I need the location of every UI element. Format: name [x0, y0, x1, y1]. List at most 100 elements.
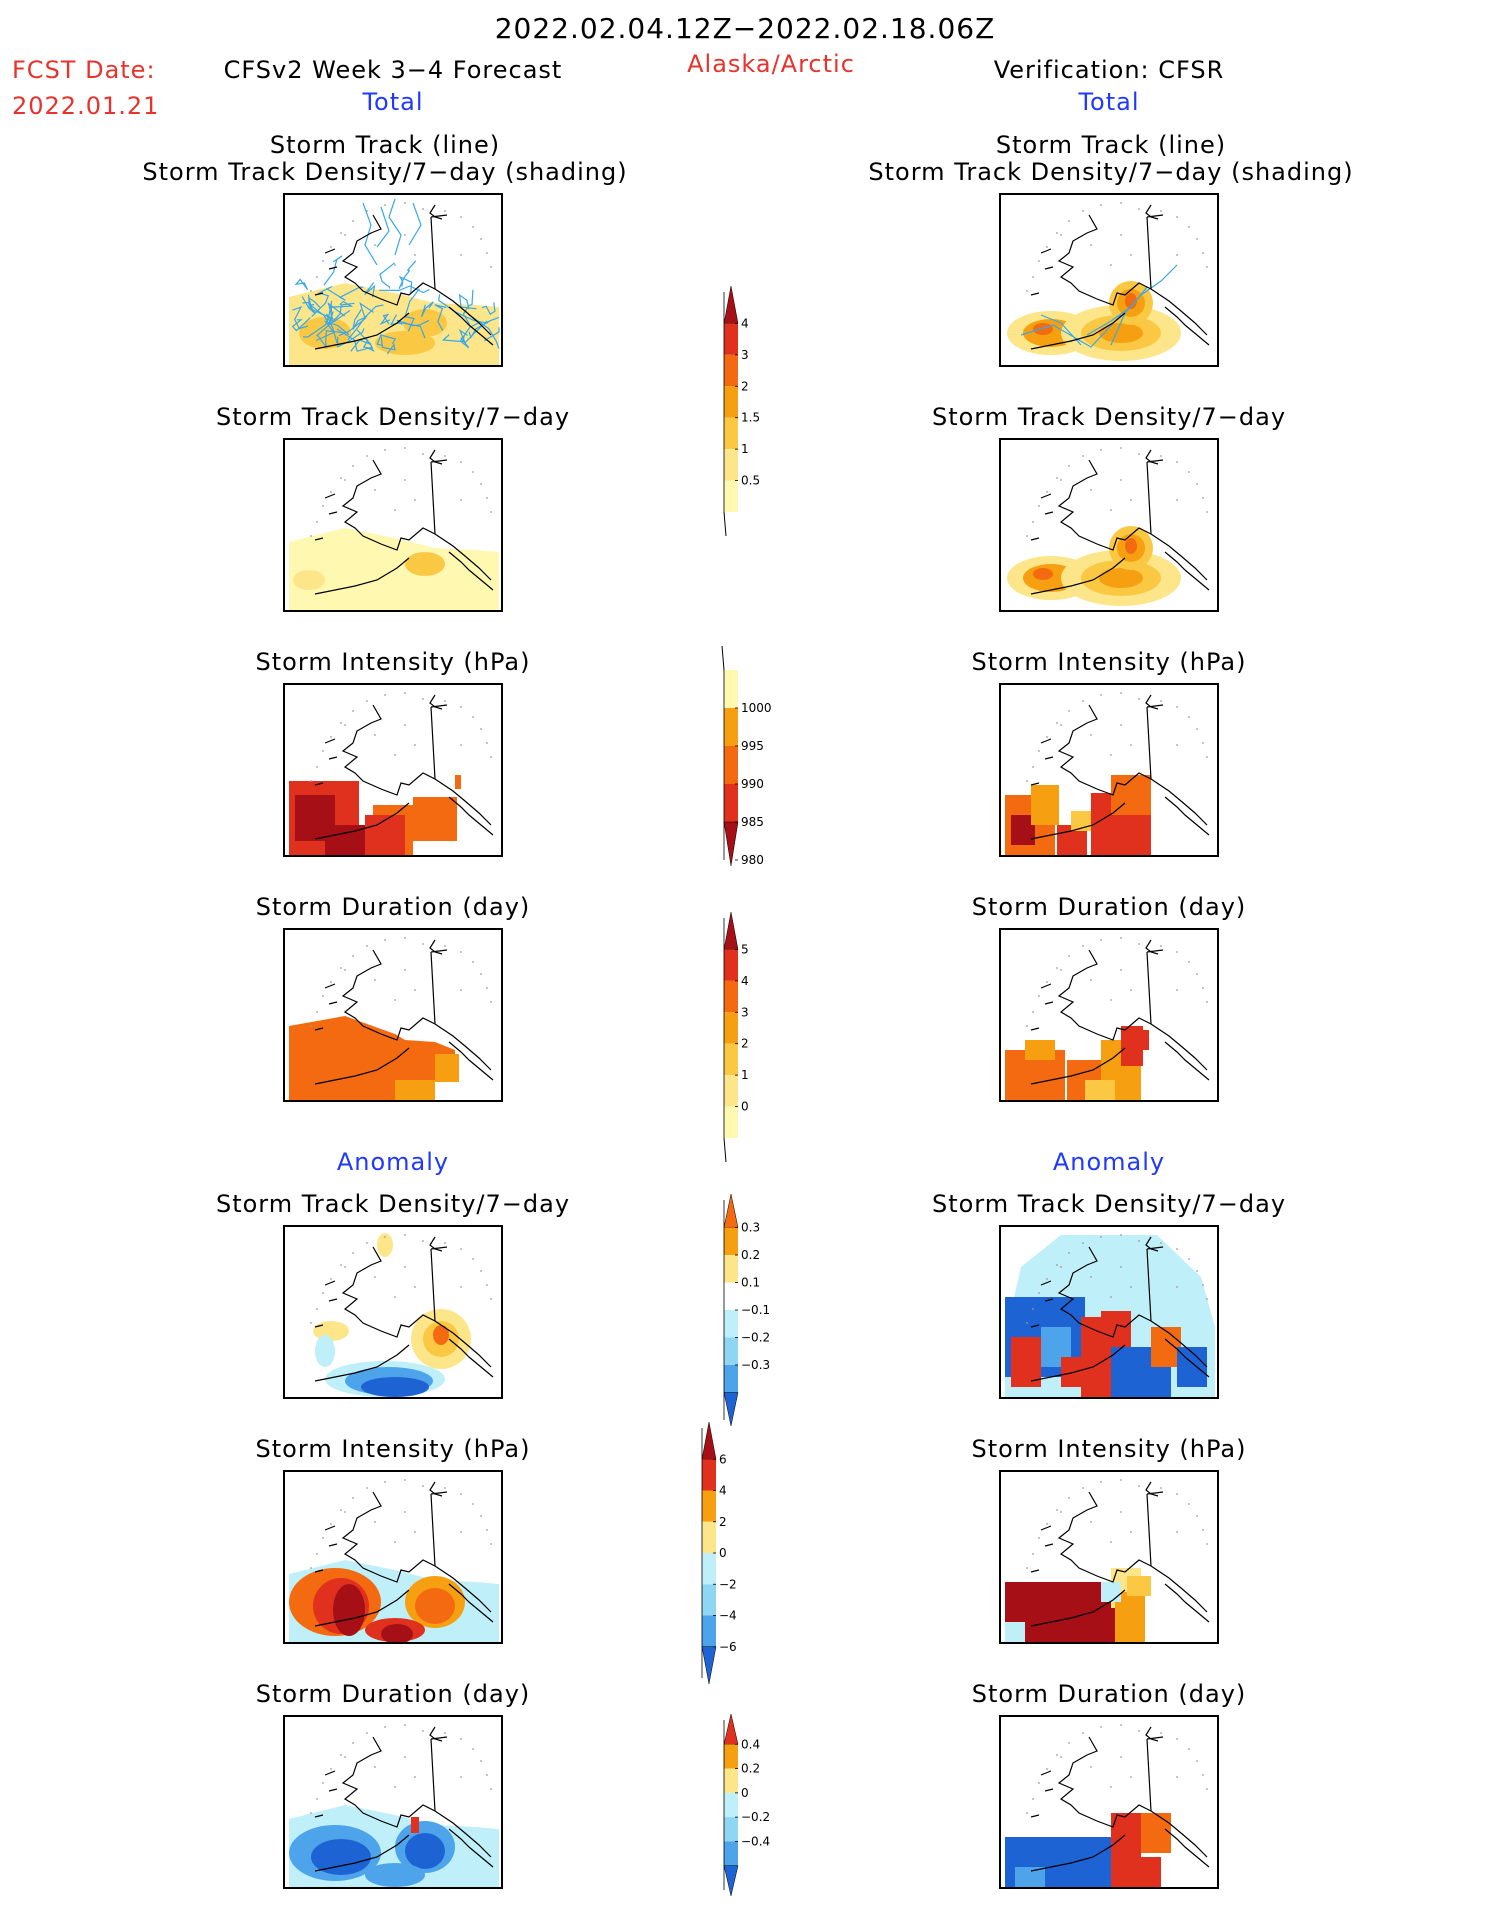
colorbar-tick-label: 980 [741, 853, 764, 867]
coastline [1030, 204, 1210, 350]
graticule-dot [1176, 1531, 1178, 1533]
graticule-dot [340, 232, 342, 234]
colorbar-taper-bottom [723, 1137, 727, 1163]
graticule-dots [1026, 1234, 1208, 1324]
graticule-dot [486, 987, 488, 989]
shading-cell [1031, 785, 1059, 825]
graticule-dot [480, 728, 482, 730]
map-svg [289, 1724, 499, 1887]
aleutian-chain [1030, 1344, 1126, 1382]
colorbar-tick-label: 1 [741, 442, 749, 456]
graticule-dot [422, 943, 424, 945]
colorbar-taper-bottom [723, 511, 727, 537]
graticule-dot [1188, 1503, 1190, 1505]
graticule-dot [1046, 1768, 1048, 1770]
coastline-north [429, 1726, 443, 1742]
graticule-dot [490, 511, 492, 513]
graticule-dot [1176, 216, 1178, 218]
colorbar-tick-label: 0 [741, 1100, 749, 1114]
graticule-dot [374, 1276, 376, 1278]
coastline-alaska [1057, 1246, 1208, 1368]
graticule-dot [1060, 1511, 1062, 1513]
graticule-dot [1068, 1742, 1070, 1744]
track-line [308, 301, 346, 320]
graticule-dot [404, 234, 406, 236]
track-line [420, 301, 434, 318]
graticule-dot [1202, 742, 1204, 744]
colorbar-tick-label: −6 [719, 1640, 737, 1654]
map-svg [289, 447, 499, 610]
graticule-dot [480, 1760, 482, 1762]
graticule-dot [344, 1756, 346, 1758]
graticule-dot [1120, 969, 1122, 971]
graticule-dot [490, 1543, 492, 1545]
graticule-dot [322, 1537, 324, 1539]
shading-cell [1141, 1813, 1171, 1853]
graticule-dot [330, 1768, 332, 1770]
graticule-dot [1068, 1497, 1070, 1499]
colorbar-arrow-bottom [723, 1392, 739, 1427]
coastline-alaska [1057, 214, 1208, 336]
graticule-dot [310, 780, 312, 782]
colorbar-segment [702, 1553, 716, 1585]
track-line [380, 336, 396, 355]
graticule-dot [404, 447, 406, 449]
graticule-dot [1056, 232, 1058, 234]
border-line [430, 214, 448, 290]
colorbar-segment [702, 1490, 716, 1522]
shading-cell [413, 797, 457, 841]
coastline-north [1145, 694, 1159, 710]
map-svg [289, 198, 500, 365]
coastline-panhandle [448, 796, 494, 836]
graticule-dot [310, 290, 312, 292]
coastline [314, 449, 494, 595]
graticule-dot [1060, 1266, 1062, 1268]
colorbar-tick-label: 3 [741, 1005, 749, 1019]
graticule-dot [404, 1511, 406, 1513]
coastline-north [429, 204, 443, 220]
track-line [379, 285, 430, 294]
graticule-dot [444, 700, 446, 702]
graticule-dot [1038, 1782, 1040, 1784]
graticule-dot [1056, 1509, 1058, 1511]
shading-cell [1111, 1813, 1141, 1887]
map-anom-density-cfsv2 [283, 1225, 503, 1399]
graticule-dot [384, 1726, 386, 1728]
graticule-dot [384, 204, 386, 206]
map-svg [289, 1479, 499, 1642]
graticule-dot [384, 939, 386, 941]
coastline-alaska [341, 459, 492, 581]
graticule-dot [460, 1493, 462, 1495]
islands [1030, 1525, 1054, 1573]
graticule-dot [1100, 1236, 1102, 1238]
graticule-dot [480, 1515, 482, 1517]
graticule-dot [1120, 447, 1122, 449]
coastline-alaska [1057, 704, 1208, 826]
islands [1030, 983, 1054, 1031]
coastline-panhandle [448, 1041, 494, 1081]
colorbar-tick-label: 6 [719, 1452, 727, 1466]
graticule-dot [472, 961, 474, 963]
track-line [434, 304, 447, 331]
graticule-dot [414, 499, 416, 501]
graticule-dot [404, 202, 406, 204]
colorbar-tick-label: 1000 [741, 701, 772, 715]
shading-region [313, 1321, 349, 1341]
shading-region [361, 1377, 429, 1397]
graticule-dot [414, 254, 416, 256]
map-anom-density-cfsr [999, 1225, 1219, 1399]
aleutian-chain [314, 1047, 410, 1085]
colorbar-tick-label: −0.2 [741, 1331, 770, 1345]
graticule-dot [1032, 1308, 1034, 1310]
graticule-dot [1082, 455, 1084, 457]
graticule-dot [1110, 1296, 1112, 1298]
aleutian-chain [1030, 1834, 1126, 1872]
graticule-dot [422, 1485, 424, 1487]
colorbar-tick-label: 2 [719, 1515, 727, 1529]
graticule-dot [1038, 750, 1040, 752]
graticule-dot [322, 1292, 324, 1294]
graticule-dot [1176, 499, 1178, 501]
graticule-dot [1082, 700, 1084, 702]
graticule-dot [330, 981, 332, 983]
left-total-label: Total [362, 88, 424, 116]
